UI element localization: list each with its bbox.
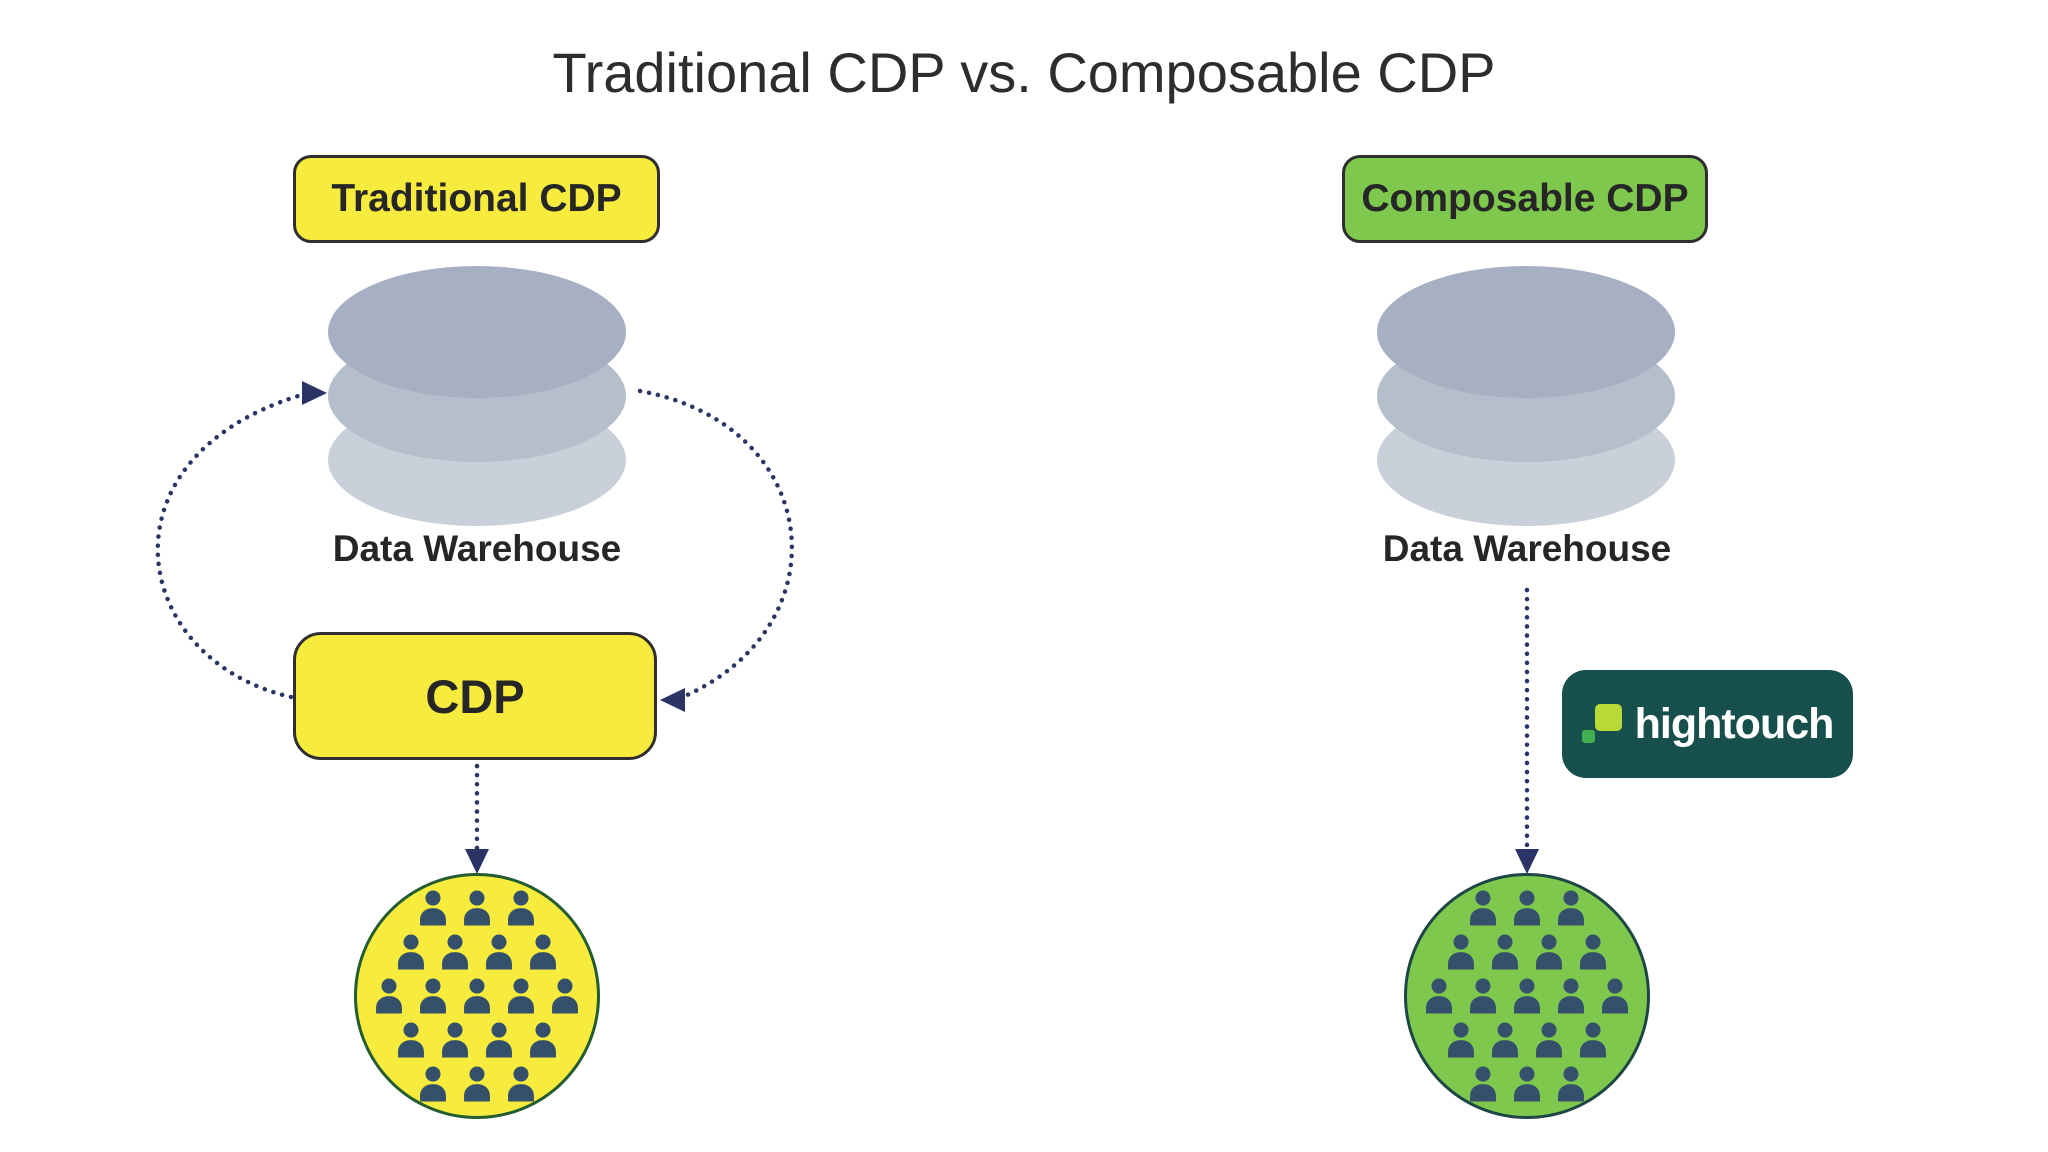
person-icon [1484, 1019, 1526, 1061]
audience-row [1440, 931, 1614, 973]
person-icon [1462, 975, 1504, 1017]
warehouse-label-left: Data Warehouse [332, 528, 622, 569]
cdp-box-label: CDP [425, 669, 525, 723]
audience-row [412, 1063, 542, 1105]
person-icon [434, 931, 476, 973]
person-icon [500, 975, 542, 1017]
person-icon [456, 887, 498, 929]
arrow-cdp-to-warehouse [155, 393, 301, 700]
database-disc-top [1377, 266, 1675, 398]
hightouch-logo-box: hightouch [1562, 670, 1853, 778]
person-icon [412, 887, 454, 929]
composable-cdp-badge-label: Composable CDP [1361, 177, 1689, 220]
composable-cdp-badge: Composable CDP [1342, 155, 1708, 243]
hightouch-logo-square-small [1581, 730, 1595, 743]
person-icon [1572, 1019, 1614, 1061]
audience-row [1462, 887, 1592, 929]
person-icon [500, 1063, 542, 1105]
traditional-cdp-badge-label: Traditional CDP [331, 177, 622, 220]
arrowhead-into-audience-right [1515, 849, 1539, 874]
person-icon [1484, 931, 1526, 973]
person-icon [412, 1063, 454, 1105]
person-icon [522, 931, 564, 973]
database-icon [328, 266, 626, 528]
person-icon [1550, 887, 1592, 929]
person-icon [1440, 1019, 1482, 1061]
audience-row [1440, 1019, 1614, 1061]
hightouch-logo-square-large [1594, 704, 1622, 731]
person-icon [1550, 1063, 1592, 1105]
person-icon [390, 931, 432, 973]
hightouch-logo-text: hightouch [1634, 699, 1835, 748]
arrow-warehouse-to-cdp [637, 388, 795, 702]
person-icon [544, 975, 586, 1017]
person-icon [1550, 975, 1592, 1017]
database-disc-top [328, 266, 626, 398]
person-icon [1418, 975, 1460, 1017]
person-icon [1528, 931, 1570, 973]
person-icon [412, 975, 454, 1017]
audience-row [412, 887, 542, 929]
person-icon [456, 1063, 498, 1105]
person-icon [1440, 931, 1482, 973]
audience-circle-left [354, 873, 600, 1119]
page-title: Traditional CDP vs. Composable CDP [552, 41, 1496, 104]
warehouse-label-right: Data Warehouse [1382, 528, 1672, 569]
person-icon [1506, 1063, 1548, 1105]
person-icon [1506, 975, 1548, 1017]
person-icon [500, 887, 542, 929]
audience-row [390, 1019, 564, 1061]
person-icon [368, 975, 410, 1017]
audience-row [368, 975, 586, 1017]
audience-row [1418, 975, 1636, 1017]
person-icon [1528, 1019, 1570, 1061]
audience-circle-right [1404, 873, 1650, 1119]
person-icon [434, 1019, 476, 1061]
person-icon [478, 1019, 520, 1061]
database-icon [1377, 266, 1675, 528]
arrowhead-into-warehouse [302, 381, 327, 405]
person-icon [1462, 887, 1504, 929]
person-icon [390, 1019, 432, 1061]
hightouch-logo-icon [1581, 704, 1622, 744]
person-icon [1594, 975, 1636, 1017]
person-icon [456, 975, 498, 1017]
audience-row [390, 931, 564, 973]
arrowhead-into-audience-left [465, 849, 489, 874]
person-icon [1506, 887, 1548, 929]
traditional-cdp-badge: Traditional CDP [293, 155, 660, 243]
person-icon [478, 931, 520, 973]
person-icon [1572, 931, 1614, 973]
arrowhead-into-cdp [660, 688, 685, 712]
cdp-box: CDP [293, 632, 657, 760]
audience-row [1462, 1063, 1592, 1105]
person-icon [522, 1019, 564, 1061]
person-icon [1462, 1063, 1504, 1105]
